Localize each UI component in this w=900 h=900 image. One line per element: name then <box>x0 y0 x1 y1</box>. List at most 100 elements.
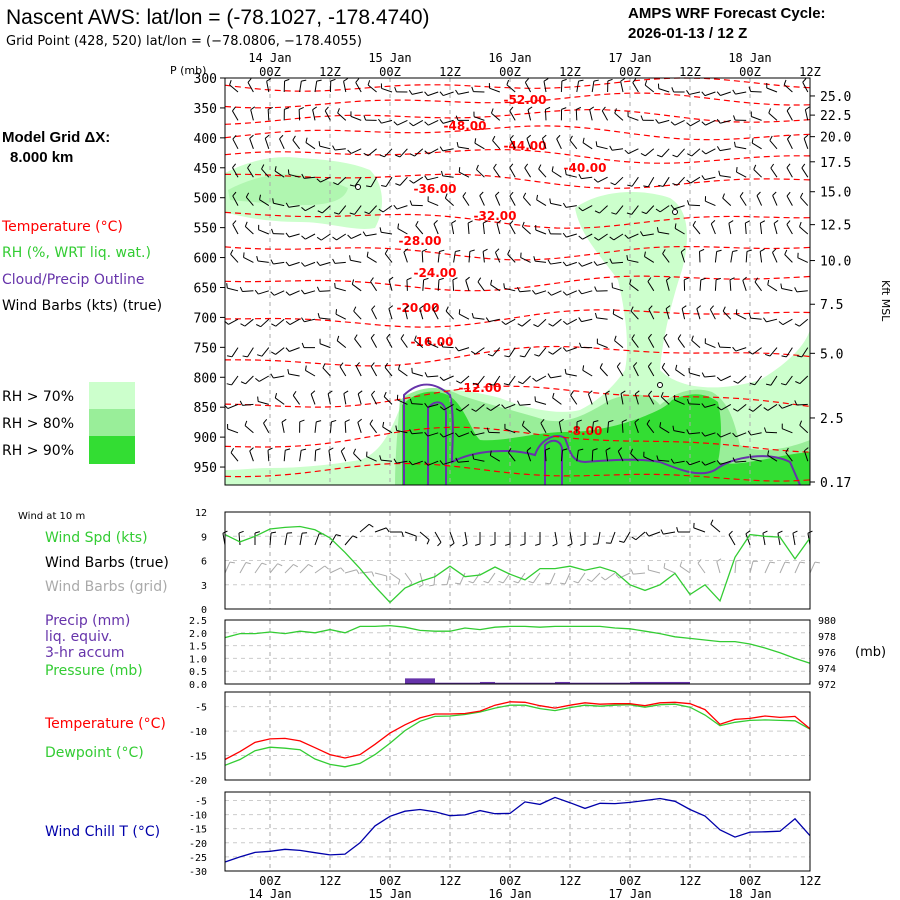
wind-barb-flag <box>524 163 529 169</box>
wind-barb-flag <box>395 183 401 186</box>
wind-barb-flag <box>748 86 752 92</box>
wind-barb-flag <box>249 447 254 452</box>
y-tick-9: 9 <box>201 532 207 543</box>
wind-barb-flag <box>371 390 376 396</box>
wind-barb <box>522 196 531 206</box>
wind-barb-flag <box>601 106 606 112</box>
wind-barb <box>355 82 362 93</box>
grid-wind-barb <box>663 567 676 574</box>
wind-barb <box>582 369 593 377</box>
precip-bar <box>570 682 585 684</box>
wind-barb <box>786 110 793 121</box>
wind-barb <box>673 460 685 464</box>
wind-barb-flag <box>349 184 355 187</box>
wind-barb-flag <box>519 355 525 358</box>
wind-barb-flag <box>556 134 561 140</box>
grid-wind-barb <box>433 572 436 586</box>
wind-barb <box>704 403 716 408</box>
wind-barb <box>340 450 347 462</box>
wind-barb-flag <box>639 231 644 236</box>
wind-barb-flag <box>672 154 678 158</box>
height-tick-20.0: 20.0 <box>820 131 851 146</box>
grid-wind-barb-flag <box>277 563 283 567</box>
wind-barb-flag <box>538 164 542 170</box>
wind-barb <box>781 403 793 409</box>
wind-barbs-grid-legend: Wind Barbs (grid) <box>45 579 168 595</box>
wind-barb <box>244 318 254 327</box>
wind-barb <box>786 347 793 358</box>
wind-barb-flag <box>729 277 735 281</box>
wind-barb-flag <box>408 460 413 466</box>
grid-wind-barb <box>564 572 571 585</box>
wind-barb <box>258 401 269 405</box>
wind-barb <box>634 422 639 433</box>
true-wind-barb <box>792 533 796 546</box>
wind-barb-flag <box>471 312 474 319</box>
wind-barb <box>524 347 532 358</box>
wind-barb <box>629 283 639 292</box>
top-time-tick: 12Z <box>559 65 581 79</box>
height-tick-22.5: 22.5 <box>820 109 851 124</box>
wind-barb-flag <box>561 78 567 82</box>
wind-barb <box>691 148 701 157</box>
wind-barb <box>630 453 639 462</box>
grid-wind-barb <box>549 572 556 585</box>
wind-barb-flag <box>479 191 484 196</box>
wind-barb <box>581 176 593 180</box>
wind-barb <box>690 119 701 127</box>
y-tick--25: -25 <box>189 853 207 864</box>
precip-bar <box>660 681 675 684</box>
y-tick-2.5: 2.5 <box>189 616 207 627</box>
pressure-tick-976: 976 <box>818 648 836 659</box>
wind-barb <box>403 251 408 263</box>
wind-barb-flag <box>770 163 775 169</box>
precip-bar <box>600 682 615 684</box>
wind-barb <box>452 279 455 291</box>
wind-barb <box>754 375 762 386</box>
wind-barb <box>689 460 701 466</box>
wind-barb <box>581 318 593 323</box>
wind-barb <box>801 167 809 178</box>
wind-barb <box>352 283 362 292</box>
true-wind-barb <box>374 527 387 533</box>
wind-barb <box>601 110 609 121</box>
true-wind-barb-flag <box>401 531 404 537</box>
wind-barb <box>520 257 531 263</box>
wind10m-panel: 12 9 6 3 0 <box>195 508 820 616</box>
wind-barb <box>304 290 316 295</box>
wind-barb <box>508 452 516 462</box>
precip-bar <box>450 682 465 684</box>
precip-bar <box>675 681 690 684</box>
wind-barb <box>536 199 547 207</box>
wind-barb-flag <box>239 400 243 406</box>
height-tick-10.0: 10.0 <box>820 255 851 270</box>
wind-barb <box>232 167 239 178</box>
wind-barb <box>801 347 809 358</box>
height-tick-15.0: 15.0 <box>820 186 851 201</box>
grid-wind-barb-flag <box>293 563 299 568</box>
wind-barb-flag <box>801 163 806 169</box>
wind-barb <box>786 195 793 206</box>
wind-barb <box>462 196 470 206</box>
sounding-panel: -52.00 -48.00 -44.00 -40.00 -36.00 -32.00 -28.… <box>194 72 852 491</box>
wind-barb-flag <box>517 381 523 385</box>
wind-barb <box>432 309 439 320</box>
grid-wind-barb <box>577 572 586 584</box>
wind-barb-flag <box>455 115 459 121</box>
wind-barb <box>451 223 455 235</box>
wind-barb <box>552 318 562 327</box>
wind-barb-flag <box>488 383 494 386</box>
wind-barb <box>382 426 393 434</box>
windchill-panel: -5 -10 -15 -20 -25 -30 <box>189 791 811 878</box>
wind-barb <box>458 347 470 352</box>
wind-barb-flag <box>343 78 349 82</box>
wind-barb-flag <box>733 141 736 147</box>
grid-wind-barb <box>679 565 691 574</box>
true-wind-barb <box>359 523 370 533</box>
wind-barb <box>320 176 331 183</box>
wind-barb-flag <box>415 220 419 226</box>
wind-barb-flag <box>767 450 770 456</box>
precip-bar <box>615 682 630 684</box>
wind-barb-flag <box>301 206 306 212</box>
true-wind-barb-flag <box>368 523 374 528</box>
